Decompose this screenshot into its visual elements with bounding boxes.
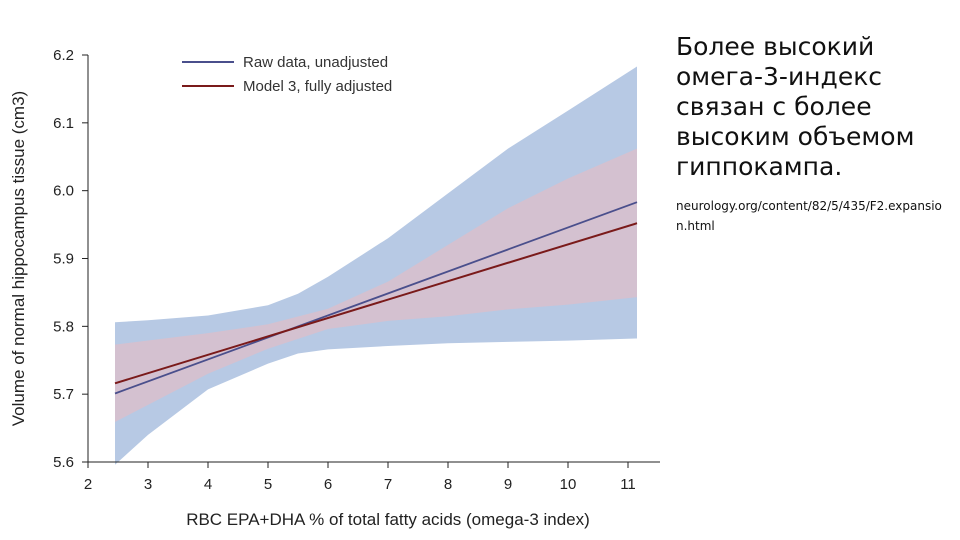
x-tick-label: 8 (444, 476, 452, 493)
y-tick-label: 5.7 (53, 386, 74, 403)
x-tick-label: 10 (560, 476, 577, 493)
x-tick-label: 2 (84, 476, 92, 493)
chart: 23456789101112 5.65.75.85.96.06.16.2 Raw… (9, 47, 660, 529)
confidence-band-1 (115, 66, 637, 465)
y-tick-label: 5.9 (53, 251, 74, 268)
y-ticks: 5.6 5.7 5.8 5.9 6.0 6.1 6.2 (53, 47, 88, 471)
series-line-2 (114, 222, 638, 385)
trend-lines (114, 201, 638, 395)
confidence-bands (115, 66, 637, 465)
legend: Raw data, unadjusted Model 3, fully adjus… (182, 54, 392, 95)
x-ticks: 23456789101112 (84, 462, 636, 493)
slide-headline: Более высокий омега-3-индекс связан с бо… (676, 32, 915, 181)
series-line-1 (114, 201, 638, 395)
y-tick-label: 5.8 (53, 318, 74, 335)
y-axis-title: Volume of normal hippocampus tissue (cm3… (9, 91, 28, 426)
y-tick-label: 6.0 (53, 183, 74, 200)
y-tick-label: 5.6 (53, 454, 74, 471)
x-tick-label: 9 (504, 476, 512, 493)
x-tick-label: 4 (204, 476, 212, 493)
slide-text-block: Более высокий омега-3-индекс связан с бо… (676, 32, 946, 236)
x-tick-label: 3 (144, 476, 152, 493)
y-tick-label: 6.2 (53, 47, 74, 64)
x-tick-label: 6 (324, 476, 332, 493)
confidence-band-2 (115, 148, 637, 422)
y-tick-label: 6.1 (53, 115, 74, 132)
legend-label-2: Model 3, fully adjusted (243, 78, 392, 95)
x-tick-label: 7 (384, 476, 392, 493)
legend-label-1: Raw data, unadjusted (243, 54, 388, 71)
x-tick-label: 11 (620, 476, 636, 493)
x-tick-label: 5 (264, 476, 272, 493)
x-axis-title: RBC EPA+DHA % of total fatty acids (omeg… (186, 510, 590, 529)
source-link[interactable]: neurology.org/content/82/5/435/F2.expans… (676, 199, 942, 233)
